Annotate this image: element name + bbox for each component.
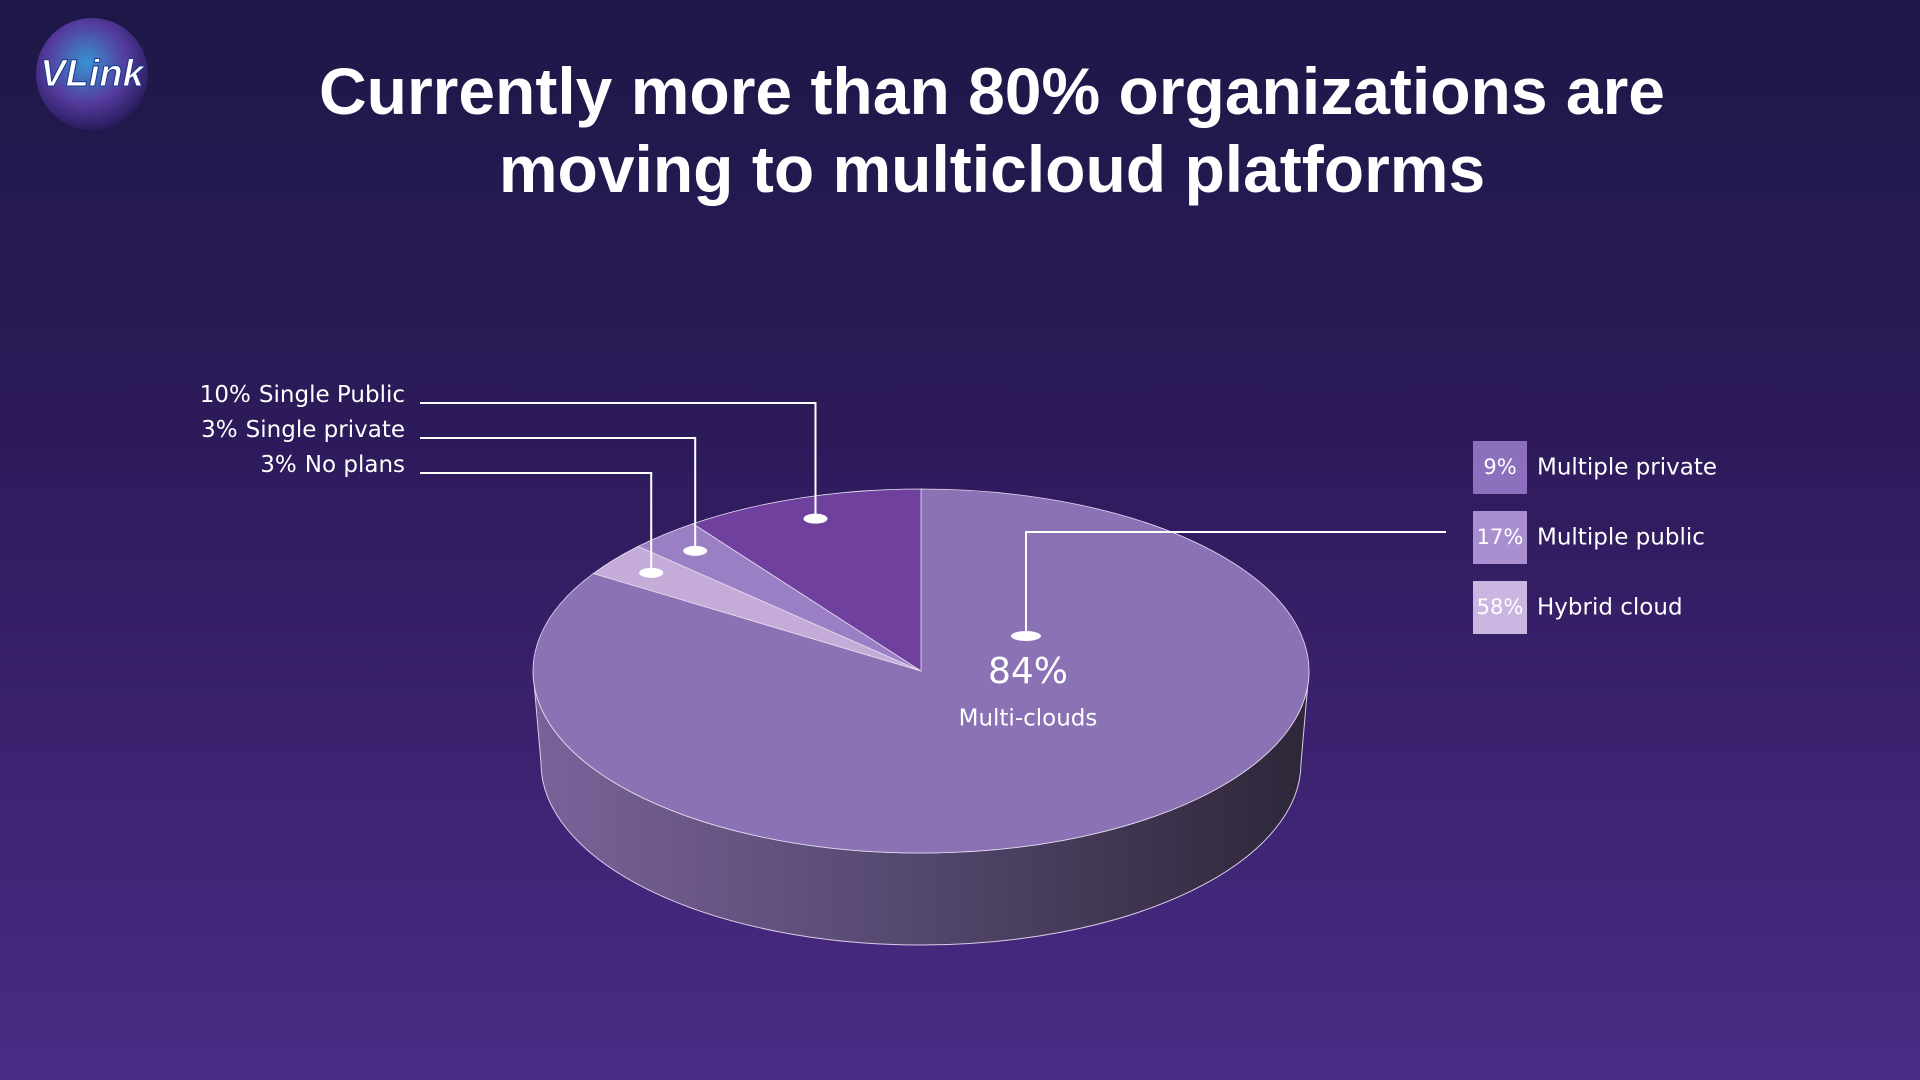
slice-label: 84% Multi-clouds bbox=[959, 531, 1446, 732]
slice-label-text: 10% Single Public bbox=[200, 382, 405, 408]
callout-dot bbox=[803, 513, 828, 524]
slice-value-label: 3% bbox=[260, 452, 297, 478]
callout-dot bbox=[1011, 631, 1041, 641]
slice-category-label: Multi-clouds bbox=[959, 706, 1098, 732]
callout-dot bbox=[639, 567, 664, 578]
legend-value-label: 17% bbox=[1477, 525, 1524, 549]
callout-line bbox=[420, 472, 653, 573]
slice-value-label: 84% bbox=[988, 651, 1068, 692]
slice-value-label: 3% bbox=[201, 417, 238, 443]
pie-slice bbox=[692, 488, 922, 672]
legend-item: 17% Multiple public bbox=[1473, 511, 1705, 564]
slice-label: 3% Single private bbox=[201, 417, 708, 556]
callout-line bbox=[1025, 531, 1446, 636]
slice-label-text: 3% Single private bbox=[201, 417, 405, 443]
legend-item: 58% Hybrid cloud bbox=[1473, 581, 1683, 634]
logo-globe bbox=[36, 18, 148, 130]
legend-value-label: 58% bbox=[1477, 595, 1524, 619]
slice-label: 3% No plans bbox=[260, 452, 664, 578]
legend-label: Multiple private bbox=[1537, 455, 1717, 481]
legend-label: Hybrid cloud bbox=[1537, 595, 1683, 621]
chart-title: Currently more than 80% organizations ar… bbox=[318, 54, 1665, 206]
legend-swatch bbox=[1473, 511, 1527, 564]
callout-line bbox=[420, 437, 697, 551]
slice-label-text: 3% No plans bbox=[260, 452, 405, 478]
slice-category-label: Single Public bbox=[259, 382, 405, 408]
legend-swatch bbox=[1473, 581, 1527, 634]
legend-swatch bbox=[1473, 441, 1527, 494]
legend-label: Multiple public bbox=[1537, 525, 1705, 551]
slice-category-label: No plans bbox=[305, 452, 405, 478]
logo-text: VLink bbox=[40, 53, 145, 95]
slice-label: 10% Single Public bbox=[200, 382, 828, 524]
slice-value-label: 10% bbox=[200, 382, 251, 408]
legend-value-label: 9% bbox=[1483, 455, 1516, 479]
callout-line bbox=[420, 402, 817, 519]
logo: VLink bbox=[36, 18, 148, 130]
legend-item: 9% Multiple private bbox=[1473, 441, 1717, 494]
slice-category-label: Single private bbox=[246, 417, 405, 443]
callout-dot bbox=[683, 545, 708, 556]
